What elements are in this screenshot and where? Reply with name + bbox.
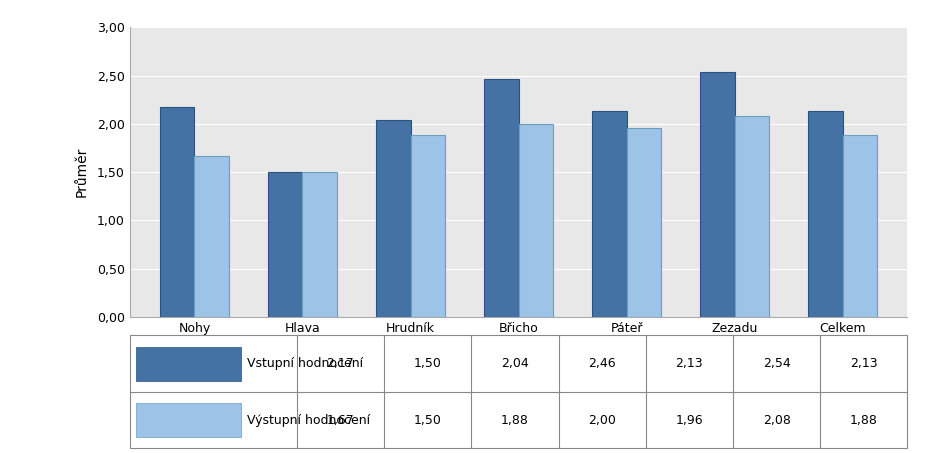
Bar [484, 79, 519, 317]
Y-axis label: Průměr: Průměr [74, 147, 89, 198]
Bar [194, 156, 229, 317]
Bar [136, 347, 241, 381]
Bar [808, 111, 843, 317]
Text: 1,50: 1,50 [414, 414, 442, 427]
Bar [734, 116, 770, 317]
Bar [519, 124, 553, 317]
Text: 2,13: 2,13 [676, 357, 703, 370]
Text: 2,04: 2,04 [501, 357, 529, 370]
Text: Výstupní hodnocení: Výstupní hodnocení [247, 414, 370, 427]
Bar [627, 128, 661, 317]
Bar [136, 403, 241, 437]
Bar [592, 111, 627, 317]
Text: 2,54: 2,54 [763, 357, 791, 370]
Bar [410, 135, 445, 317]
Text: 1,50: 1,50 [414, 357, 442, 370]
Bar [160, 107, 194, 317]
Text: 2,13: 2,13 [850, 357, 878, 370]
Bar [303, 172, 337, 317]
Text: 1,88: 1,88 [850, 414, 878, 427]
Text: 1,96: 1,96 [676, 414, 703, 427]
Bar [700, 72, 734, 317]
Text: 2,00: 2,00 [588, 414, 616, 427]
Text: 2,46: 2,46 [588, 357, 616, 370]
Bar [376, 120, 410, 317]
Text: 2,17: 2,17 [327, 357, 355, 370]
Text: 1,67: 1,67 [327, 414, 355, 427]
Text: Vstupní hodnocení: Vstupní hodnocení [247, 357, 363, 370]
Text: 1,88: 1,88 [501, 414, 529, 427]
Text: 2,08: 2,08 [763, 414, 791, 427]
Bar [843, 135, 877, 317]
Bar [268, 172, 303, 317]
